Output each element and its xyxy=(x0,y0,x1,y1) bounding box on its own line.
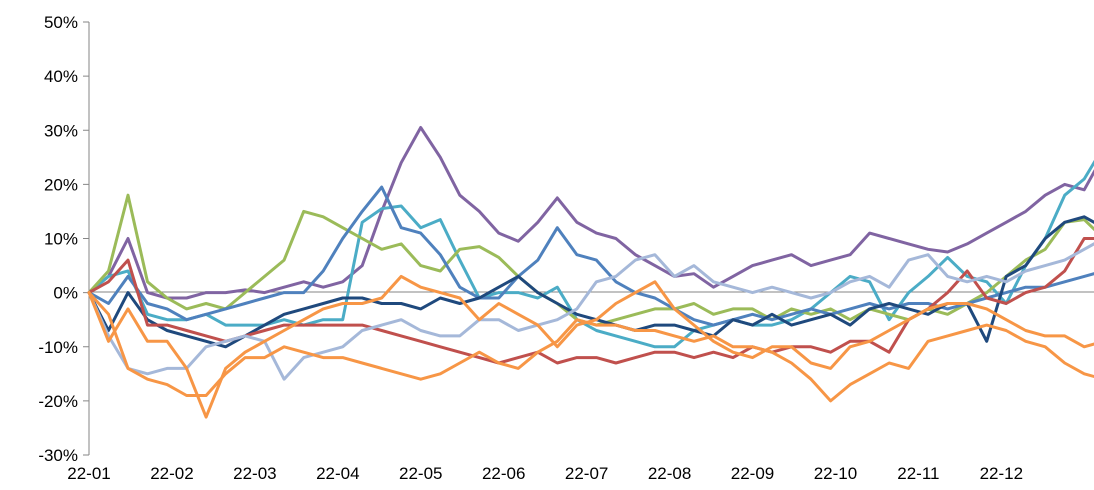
x-tick-label: 22-06 xyxy=(482,464,525,483)
y-tick-label: -10% xyxy=(38,338,78,357)
y-tick-label: 10% xyxy=(44,230,78,249)
x-tick-label: 22-07 xyxy=(565,464,608,483)
series-line-4 xyxy=(87,185,1094,327)
series-line-8 xyxy=(87,291,1094,403)
y-tick-label: -20% xyxy=(38,392,78,411)
x-tick-label: 22-04 xyxy=(316,464,359,483)
y-tick-label: 0% xyxy=(53,284,78,303)
y-tick-group: 50% 40% 30% 20% 10% 0% -10% -20% -30% xyxy=(38,13,89,465)
y-tick-label: 30% xyxy=(44,121,78,140)
x-tick-label: 22-09 xyxy=(731,464,774,483)
series-line-9 xyxy=(87,274,1094,419)
x-tick-label: 22-08 xyxy=(648,464,691,483)
y-tick-label: 50% xyxy=(44,13,78,32)
x-tick-label: 22-10 xyxy=(814,464,857,483)
x-tick-label: 22-12 xyxy=(980,464,1023,483)
series-group xyxy=(87,126,1094,419)
x-tick-label: 22-05 xyxy=(399,464,442,483)
series-line-3 xyxy=(87,193,1094,327)
x-tick-label: 22-11 xyxy=(897,464,939,483)
y-tick-label: 40% xyxy=(44,67,78,86)
series-line-2 xyxy=(87,159,1094,349)
y-tick-label: -30% xyxy=(38,446,78,465)
x-tick-label: 22-03 xyxy=(233,464,276,483)
x-tick-group: 22-01 22-02 22-03 22-04 22-05 22-06 22-07 22-08… xyxy=(67,464,1023,483)
series-line-6 xyxy=(87,237,1094,365)
series-line-1 xyxy=(87,126,1094,300)
x-tick-label: 22-01 xyxy=(67,464,110,483)
series-line-5 xyxy=(87,215,1094,349)
x-tick-label: 22-02 xyxy=(150,464,193,483)
y-tick-label: 20% xyxy=(44,175,78,194)
